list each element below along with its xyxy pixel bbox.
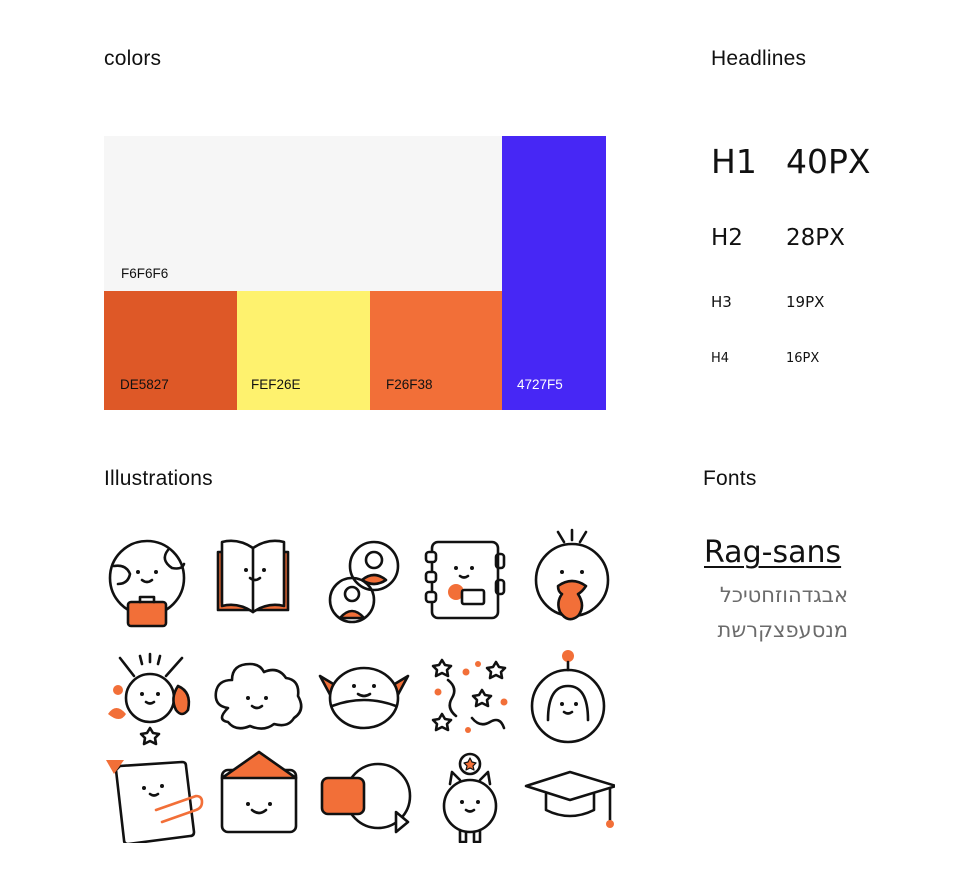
headline-h1-name: H1 bbox=[711, 142, 757, 181]
color-swatch-dark-orange: DE5827 bbox=[104, 291, 237, 410]
astronaut-icon bbox=[530, 650, 606, 744]
video-player-icon bbox=[320, 762, 412, 834]
headline-h4-name: H4 bbox=[711, 351, 730, 366]
color-swatch-label: DE5827 bbox=[120, 377, 169, 392]
color-swatch-label: F6F6F6 bbox=[121, 266, 169, 281]
color-swatch-light-gray: F6F6F6 bbox=[104, 136, 502, 291]
bird-icon bbox=[534, 528, 610, 621]
headline-h1-size: 40PX bbox=[786, 142, 871, 181]
cloud-icon bbox=[214, 662, 303, 730]
envelope-icon bbox=[220, 750, 298, 834]
color-swatch-label: 4727F5 bbox=[517, 377, 563, 392]
user-profiles-icon bbox=[328, 540, 400, 624]
open-book-icon bbox=[216, 539, 290, 614]
graduation-cap-icon bbox=[524, 770, 615, 828]
font-name: Rag-sans bbox=[704, 535, 842, 570]
yoda-icon bbox=[318, 666, 410, 730]
bunny-fox-icon bbox=[108, 652, 191, 746]
notebook-icon bbox=[424, 540, 506, 620]
headlines-section-title: Headlines bbox=[711, 47, 807, 70]
fonts-section-title: Fonts bbox=[703, 467, 757, 490]
headline-h3-size: 19PX bbox=[786, 293, 825, 311]
color-swatch-orange: F26F38 bbox=[370, 291, 502, 410]
color-swatch-label: F26F38 bbox=[386, 377, 433, 392]
paper-clip-icon bbox=[106, 760, 204, 843]
color-swatch-blue: 4727F5 bbox=[502, 136, 606, 410]
headline-h4-size: 16PX bbox=[786, 351, 820, 366]
headline-h2-name: H2 bbox=[711, 225, 743, 251]
headline-h2-size: 28PX bbox=[786, 225, 845, 251]
color-swatch-yellow: FEF26E bbox=[237, 291, 370, 410]
color-swatch-label: FEF26E bbox=[251, 377, 301, 392]
illustrations-section-title: Illustrations bbox=[104, 467, 213, 490]
confetti-stars-icon bbox=[431, 658, 508, 733]
font-sample-line-2: מנסעפצקרשת bbox=[717, 618, 848, 642]
cat-medal-icon bbox=[442, 752, 498, 843]
headline-h3-name: H3 bbox=[711, 293, 732, 311]
globe-briefcase-icon bbox=[108, 539, 186, 628]
illustrations-grid: .o { fill: none; stroke: #111; stroke-wi… bbox=[106, 528, 615, 843]
colors-section-title: colors bbox=[104, 47, 162, 70]
font-sample-line-1: אבגדהוזחטיכל bbox=[719, 583, 848, 607]
